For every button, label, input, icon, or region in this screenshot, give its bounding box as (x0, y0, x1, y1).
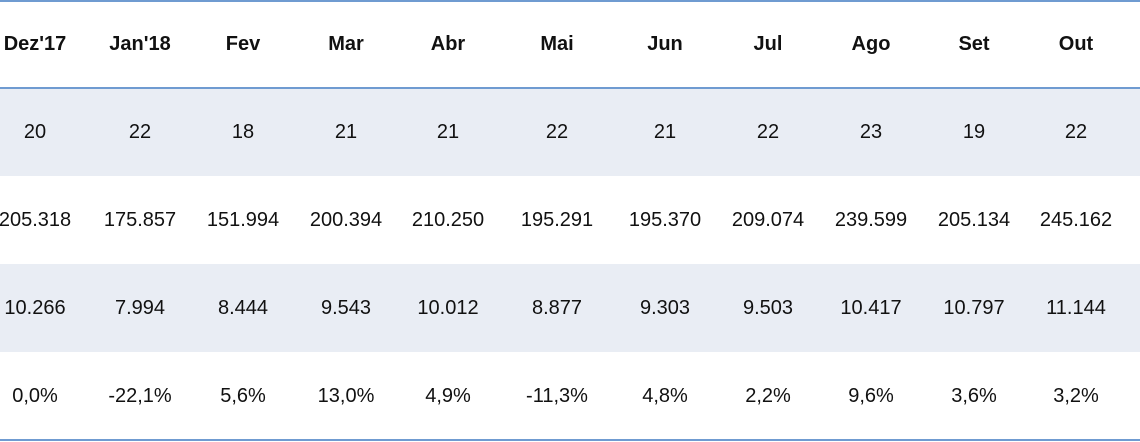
cell: Ago (851, 33, 891, 55)
cell: 22 (545, 121, 569, 143)
cell: 4,8% (642, 385, 688, 407)
cell: Abr (430, 33, 466, 55)
cell: 7.994 (114, 297, 166, 319)
bottom-border (0, 439, 1140, 441)
cell: 10.012 (417, 297, 479, 319)
cell: Mai (540, 33, 574, 55)
top-border (0, 0, 1140, 2)
cell: 21 (653, 121, 677, 143)
cell: 205.318 (0, 209, 72, 231)
cell: 9.503 (742, 297, 794, 319)
cell: 205.134 (937, 209, 1011, 231)
cell: 8.877 (531, 297, 583, 319)
header-row: Dez'17 Jan'18 Fev Mar Abr Mai Jun Jul Ago Set Out (0, 0, 1140, 88)
cell: Out (1058, 33, 1094, 55)
cell: 22 (128, 121, 152, 143)
cell: Jun (647, 33, 683, 55)
cell: 3,6% (951, 385, 997, 407)
cell: 195.370 (628, 209, 702, 231)
cell: 3,2% (1053, 385, 1099, 407)
cell: 9.303 (639, 297, 691, 319)
cell: 23 (859, 121, 883, 143)
cell: 9.543 (320, 297, 372, 319)
data-row: 205.318 175.857 151.994 200.394 210.250 195.2… (0, 176, 1140, 264)
cell: 209.074 (731, 209, 805, 231)
cell: 20 (23, 121, 47, 143)
cell: 210.250 (411, 209, 485, 231)
cell: 18 (231, 121, 255, 143)
cell: 200.394 (309, 209, 383, 231)
cell: 8.444 (217, 297, 269, 319)
cell: 9,6% (848, 385, 894, 407)
data-row: 10.266 7.994 8.444 9.543 10.012 8.877 9.303 9.5… (0, 264, 1140, 352)
cell: 0,0% (12, 385, 58, 407)
header-border (0, 87, 1140, 89)
cell: 239.599 (834, 209, 908, 231)
cell: 10.266 (4, 297, 66, 319)
cell: 4,9% (425, 385, 471, 407)
cell: 151.994 (206, 209, 280, 231)
cell: Dez'17 (3, 33, 67, 55)
cell: 13,0% (317, 385, 375, 407)
cell: 10.797 (943, 297, 1005, 319)
cell: 21 (334, 121, 358, 143)
cell: Fev (225, 33, 261, 55)
cell: 245.162 (1039, 209, 1113, 231)
cell: 22 (756, 121, 780, 143)
cell: -11,3% (526, 385, 588, 407)
cell: Jul (753, 33, 783, 55)
cell: Set (958, 33, 990, 55)
cell: Mar (328, 33, 364, 55)
cell: 19 (962, 121, 986, 143)
cell: -22,1% (108, 385, 172, 407)
cell: 175.857 (103, 209, 177, 231)
cell: 195.291 (520, 209, 594, 231)
data-row: 0,0% -22,1% 5,6% 13,0% 4,9% -11,3% 4,8% 2,2% 9,6… (0, 352, 1140, 440)
cell: 22 (1064, 121, 1088, 143)
cell: 10.417 (840, 297, 902, 319)
cell: 2,2% (745, 385, 791, 407)
data-row: 20 22 18 21 21 22 21 22 23 19 22 (0, 88, 1140, 176)
cell: 5,6% (220, 385, 266, 407)
cell: 11.144 (1046, 297, 1106, 319)
cell: Jan'18 (109, 33, 171, 55)
cell: 21 (436, 121, 460, 143)
